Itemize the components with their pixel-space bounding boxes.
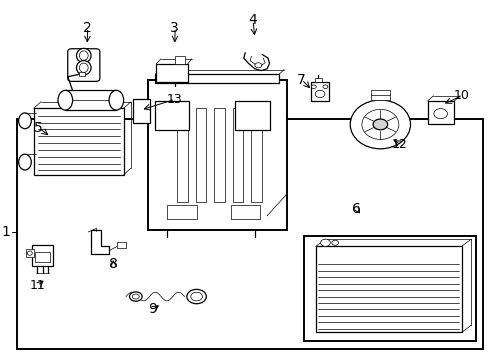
Bar bbox=[26, 249, 34, 257]
Text: 5: 5 bbox=[34, 121, 43, 135]
Bar bbox=[177, 108, 187, 202]
Bar bbox=[65, 90, 116, 110]
Ellipse shape bbox=[19, 154, 31, 170]
Bar bbox=[35, 252, 50, 262]
Ellipse shape bbox=[311, 85, 316, 89]
Text: 13: 13 bbox=[166, 93, 182, 106]
Bar bbox=[230, 205, 259, 220]
Text: 10: 10 bbox=[453, 89, 468, 102]
Ellipse shape bbox=[109, 90, 123, 110]
Bar bbox=[310, 82, 328, 101]
Ellipse shape bbox=[76, 60, 91, 75]
Bar bbox=[34, 108, 123, 175]
Bar bbox=[315, 246, 461, 332]
Ellipse shape bbox=[190, 292, 202, 301]
Ellipse shape bbox=[186, 289, 206, 304]
Text: 7: 7 bbox=[296, 73, 305, 87]
Ellipse shape bbox=[320, 239, 329, 246]
Ellipse shape bbox=[132, 294, 139, 299]
Ellipse shape bbox=[19, 113, 31, 129]
Ellipse shape bbox=[315, 90, 325, 98]
Ellipse shape bbox=[129, 292, 142, 301]
Ellipse shape bbox=[372, 119, 387, 130]
Bar bbox=[79, 72, 84, 76]
FancyBboxPatch shape bbox=[68, 49, 100, 81]
Bar bbox=[117, 242, 125, 248]
Bar bbox=[235, 101, 269, 130]
Ellipse shape bbox=[27, 251, 32, 255]
Text: 2: 2 bbox=[82, 21, 91, 35]
Bar bbox=[427, 101, 453, 125]
Bar bbox=[32, 245, 53, 266]
Text: 11: 11 bbox=[29, 279, 45, 292]
Bar bbox=[250, 108, 261, 202]
Text: 8: 8 bbox=[108, 257, 117, 271]
Ellipse shape bbox=[361, 109, 398, 139]
Ellipse shape bbox=[433, 109, 447, 119]
Ellipse shape bbox=[58, 90, 72, 110]
Bar bbox=[155, 101, 189, 130]
Ellipse shape bbox=[254, 63, 261, 68]
Bar bbox=[195, 108, 206, 202]
Text: 6: 6 bbox=[351, 202, 360, 216]
Text: 4: 4 bbox=[247, 13, 256, 27]
Text: 1: 1 bbox=[1, 225, 10, 239]
Bar bbox=[148, 80, 286, 230]
Ellipse shape bbox=[323, 85, 327, 89]
Ellipse shape bbox=[79, 63, 88, 72]
Text: 3: 3 bbox=[170, 21, 179, 35]
Bar bbox=[156, 64, 187, 82]
Ellipse shape bbox=[79, 51, 88, 60]
Bar bbox=[314, 78, 321, 82]
Bar bbox=[174, 56, 185, 64]
Text: 12: 12 bbox=[391, 138, 407, 150]
Bar bbox=[370, 90, 389, 100]
Bar bbox=[133, 99, 150, 123]
Bar bbox=[303, 235, 475, 341]
Bar bbox=[167, 205, 196, 220]
Ellipse shape bbox=[76, 48, 91, 63]
Ellipse shape bbox=[349, 100, 409, 149]
Bar bbox=[155, 74, 279, 83]
Bar bbox=[17, 119, 483, 348]
Text: 9: 9 bbox=[148, 302, 157, 316]
Bar bbox=[214, 108, 224, 202]
Bar bbox=[232, 108, 243, 202]
Ellipse shape bbox=[331, 240, 338, 245]
